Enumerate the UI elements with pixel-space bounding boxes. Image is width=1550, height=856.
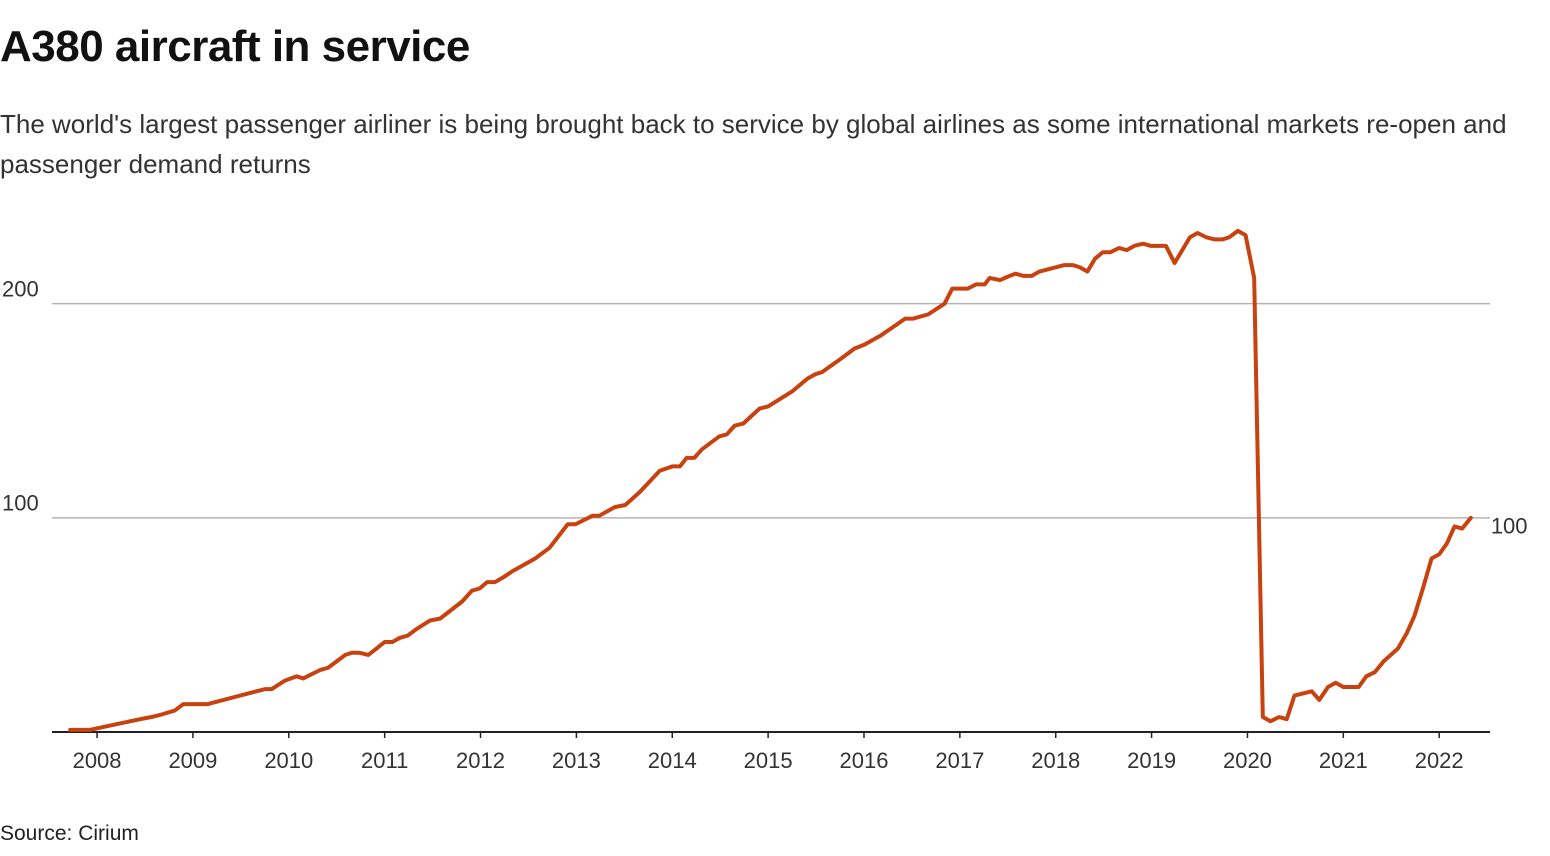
data-line	[68, 228, 1473, 732]
x-tick-label: 2009	[168, 748, 217, 773]
x-tick-label: 2015	[744, 748, 793, 773]
x-tick-label: 2016	[840, 748, 889, 773]
x-tick-label: 2013	[552, 748, 601, 773]
y-tick-label: 200	[2, 276, 39, 301]
chart-title: A380 aircraft in service	[0, 22, 470, 71]
x-tick-label: 2018	[1031, 748, 1080, 773]
x-tick-label: 2019	[1127, 748, 1176, 773]
x-tick-label: 2020	[1223, 748, 1272, 773]
source-note: Source: Cirium	[0, 822, 139, 845]
x-tick-label: 2021	[1319, 748, 1368, 773]
chart-subtitle: The world's largest passenger airliner i…	[0, 109, 1507, 179]
x-tick-label: 2014	[648, 748, 697, 773]
x-tick-label: 2008	[73, 748, 122, 773]
y-tick-label: 100	[2, 491, 39, 516]
x-tick-label: 2010	[264, 748, 313, 773]
x-tick-label: 2022	[1415, 748, 1464, 773]
x-tick-label: 2011	[361, 748, 408, 773]
end-value-label: 100	[1491, 514, 1528, 539]
x-tick-label: 2012	[456, 748, 505, 773]
x-tick-label: 2017	[935, 748, 984, 773]
